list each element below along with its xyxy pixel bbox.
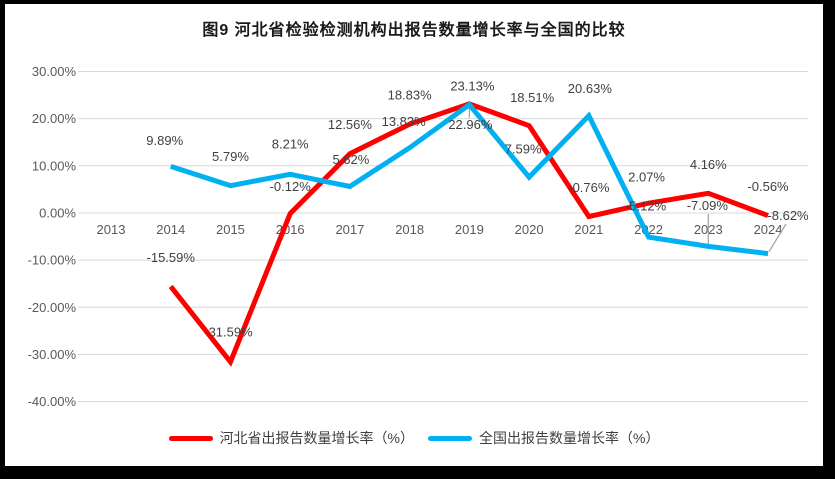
svg-text:-0.12%: -0.12% xyxy=(270,179,312,194)
svg-text:-40.00%: -40.00% xyxy=(28,394,77,409)
svg-text:2013: 2013 xyxy=(97,222,126,237)
svg-text:9.89%: 9.89% xyxy=(146,133,183,148)
legend-item-national: 全国出报告数量增长率（%） xyxy=(428,428,659,448)
svg-text:2.07%: 2.07% xyxy=(628,170,665,185)
svg-text:0.00%: 0.00% xyxy=(39,205,76,220)
svg-text:13.83%: 13.83% xyxy=(382,114,427,129)
svg-text:2024: 2024 xyxy=(754,222,783,237)
svg-text:-0.76%: -0.76% xyxy=(568,180,610,195)
legend-item-hebei: 河北省出报告数量增长率（%） xyxy=(168,428,414,448)
svg-text:-7.09%: -7.09% xyxy=(687,198,729,213)
legend-label-hebei: 河北省出报告数量增长率（%） xyxy=(219,430,414,446)
svg-text:-10.00%: -10.00% xyxy=(28,253,77,268)
svg-text:10.00%: 10.00% xyxy=(32,158,77,173)
svg-text:-20.00%: -20.00% xyxy=(28,300,77,315)
svg-text:2017: 2017 xyxy=(335,222,364,237)
svg-text:-5.12%: -5.12% xyxy=(625,199,667,214)
svg-text:22.96%: 22.96% xyxy=(448,117,493,132)
svg-text:2014: 2014 xyxy=(156,222,185,237)
svg-text:2019: 2019 xyxy=(455,222,484,237)
svg-text:-30.00%: -30.00% xyxy=(28,347,77,362)
svg-text:7.59%: 7.59% xyxy=(505,142,542,157)
svg-text:12.56%: 12.56% xyxy=(328,117,373,132)
svg-text:8.21%: 8.21% xyxy=(272,137,309,152)
svg-text:30.00%: 30.00% xyxy=(32,64,77,79)
svg-text:5.62%: 5.62% xyxy=(332,152,369,167)
chart-title: 图9 河北省检验检测机构出报告数量增长率与全国的比较 xyxy=(202,22,626,39)
svg-text:18.83%: 18.83% xyxy=(388,88,433,103)
svg-text:20.00%: 20.00% xyxy=(32,111,77,126)
svg-text:-8.62%: -8.62% xyxy=(767,208,809,223)
svg-text:4.16%: 4.16% xyxy=(690,157,727,172)
svg-text:-0.56%: -0.56% xyxy=(747,179,789,194)
svg-text:20.63%: 20.63% xyxy=(568,81,613,96)
svg-text:2020: 2020 xyxy=(515,222,544,237)
line-chart-plot: 30.00% 20.00% 10.00% 0.00% -10.00% -20.00% -30… xyxy=(28,64,809,409)
svg-text:5.79%: 5.79% xyxy=(212,149,249,164)
svg-text:2018: 2018 xyxy=(395,222,424,237)
legend-swatch-national-blue-line-icon xyxy=(428,435,472,441)
chart-legend: 河北省出报告数量增长率（%） 全国出报告数量增长率（%） xyxy=(5,428,823,448)
svg-text:2021: 2021 xyxy=(574,222,603,237)
svg-text:2015: 2015 xyxy=(216,222,245,237)
svg-text:18.51%: 18.51% xyxy=(510,90,555,105)
legend-swatch-hebei-red-line-icon xyxy=(168,435,213,441)
svg-text:-31.59%: -31.59% xyxy=(204,324,253,339)
svg-text:23.13%: 23.13% xyxy=(450,78,495,93)
svg-text:-15.59%: -15.59% xyxy=(147,250,196,265)
legend-label-national: 全国出报告数量增长率（%） xyxy=(479,430,660,446)
